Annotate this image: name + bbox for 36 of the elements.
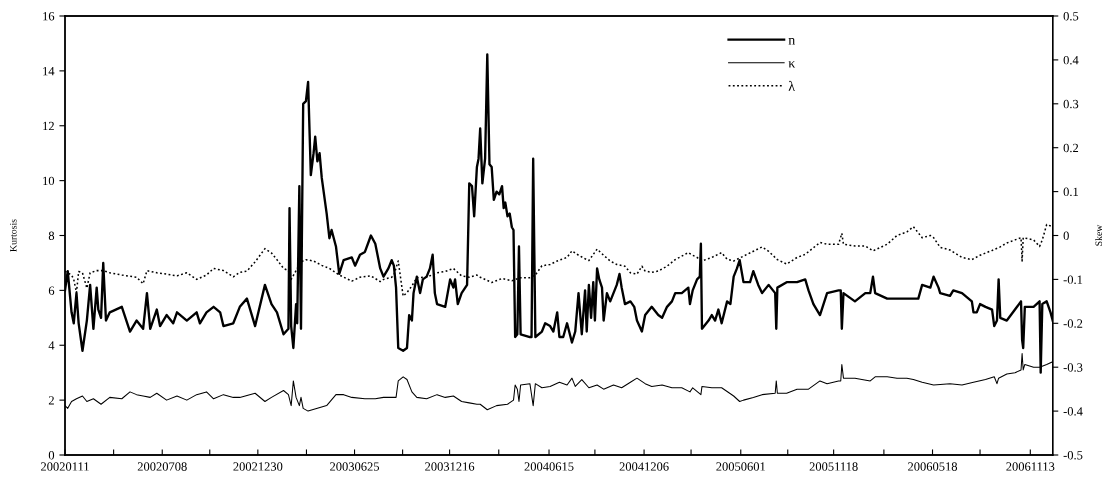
y-tick-label: 8 xyxy=(48,231,55,240)
x-tick-label: 20061113 xyxy=(1006,462,1055,471)
y-tick-label: 0 xyxy=(48,451,55,460)
y2-tick-label: -0.1 xyxy=(1063,275,1083,284)
x-tick-label: 20020111 xyxy=(41,462,89,471)
y-tick-label: 10 xyxy=(43,176,55,186)
y2-tick-label: 0.2 xyxy=(1063,143,1079,153)
y2-tick-label: 0.5 xyxy=(1063,12,1079,21)
y2-tick-label: 0.3 xyxy=(1063,99,1079,109)
x-tick-label: 20021230 xyxy=(233,462,283,471)
y2-tick-label: 0.1 xyxy=(1063,187,1078,197)
y2-tick-label: -0.3 xyxy=(1063,363,1083,372)
x-tick-label: 20030625 xyxy=(330,462,380,471)
x-tick-label: 20031216 xyxy=(425,462,475,471)
legend-label: n xyxy=(788,37,796,45)
y2-tick-label: -0.2 xyxy=(1063,319,1083,328)
y2-tick-label: 0.4 xyxy=(1063,55,1079,65)
legend-label: λ xyxy=(788,80,795,91)
x-tick-label: 20050601 xyxy=(716,462,766,471)
y-tick-label: 6 xyxy=(48,286,55,295)
y2-axis-title: Skew xyxy=(1095,224,1103,246)
y-tick-label: 2 xyxy=(48,396,54,405)
x-tick-label: 20060518 xyxy=(908,462,958,471)
y-tick-label: 16 xyxy=(43,12,55,21)
legend-label: κ xyxy=(788,61,796,68)
x-tick-label: 20040615 xyxy=(524,462,574,471)
x-tick-label: 20020708 xyxy=(137,462,187,471)
x-tick-label: 20041206 xyxy=(619,462,669,471)
y-tick-label: 12 xyxy=(43,121,54,131)
x-tick-label: 20051118 xyxy=(809,462,858,471)
y-tick-label: 4 xyxy=(48,341,55,350)
y2-tick-label: -0.5 xyxy=(1063,451,1083,460)
y2-tick-label: 0 xyxy=(1063,231,1069,240)
y-tick-label: 14 xyxy=(43,66,55,76)
y2-tick-label: -0.4 xyxy=(1063,407,1083,416)
y-axis-title: Kurtosis xyxy=(10,219,17,252)
